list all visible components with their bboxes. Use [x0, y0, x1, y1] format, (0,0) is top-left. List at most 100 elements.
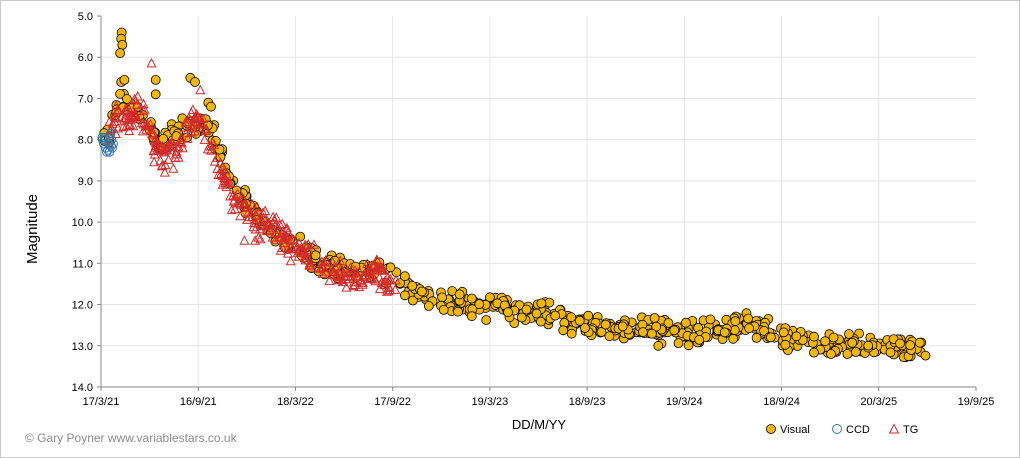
tg-point — [152, 137, 163, 148]
tg-point — [111, 107, 122, 117]
x-tick-label: 18/9/24 — [763, 396, 800, 408]
y-tick-label: 10.0 — [72, 217, 93, 229]
tg-point — [332, 270, 343, 281]
visual-point — [150, 75, 161, 85]
visual-point — [743, 313, 753, 324]
x-axis-title: DD/M/YY — [512, 417, 567, 432]
tg-point — [285, 255, 296, 266]
legend-visual-label: Visual — [780, 424, 810, 436]
y-axis-title: Magnitude — [24, 194, 41, 264]
tg-point — [268, 217, 279, 227]
visual-point — [583, 310, 594, 321]
tg-point — [250, 235, 261, 245]
visual-point — [453, 306, 463, 317]
visual-point — [407, 295, 418, 306]
tg-point — [168, 163, 179, 173]
visual-point — [705, 314, 716, 325]
visual-point — [751, 332, 762, 343]
tg-point — [219, 164, 230, 175]
tg-point — [123, 114, 134, 124]
tg-point — [247, 198, 258, 209]
tg-point — [138, 98, 149, 109]
visual-point — [574, 315, 585, 326]
ccd-point — [108, 139, 118, 149]
tg-point — [278, 234, 289, 244]
tg-point — [383, 285, 394, 296]
tg-point — [295, 243, 306, 253]
tg-point — [256, 215, 268, 225]
x-tick-label: 18/3/22 — [277, 396, 314, 408]
legend-item-ccd: CCD — [832, 424, 870, 436]
tg-point — [182, 116, 193, 126]
tg-point — [267, 232, 278, 242]
visual-point — [681, 317, 691, 328]
visual-point — [550, 310, 561, 321]
visual-point — [544, 297, 555, 308]
tg-point — [163, 154, 174, 164]
tg-point — [376, 264, 388, 274]
tg-point — [226, 204, 237, 215]
visual-point — [566, 328, 577, 339]
tg-point — [209, 156, 220, 166]
tg-point — [113, 105, 124, 115]
x-tick-label: 18/9/23 — [569, 396, 606, 408]
tg-point — [132, 90, 143, 101]
tg-point — [317, 268, 328, 278]
tg-point — [239, 235, 250, 245]
tg-point — [215, 157, 226, 167]
visual-series — [99, 27, 931, 363]
visual-point — [647, 328, 657, 339]
tg-point — [345, 270, 356, 281]
tg-point — [315, 263, 326, 273]
ccd-point — [105, 128, 116, 139]
y-tick-label: 9.0 — [78, 176, 93, 188]
tg-point — [357, 279, 368, 289]
tg-point — [225, 190, 236, 201]
tg-point — [121, 104, 133, 115]
tg-point — [306, 262, 317, 272]
ccd-point — [106, 141, 116, 151]
tg-point — [186, 126, 197, 137]
visual-point — [826, 349, 836, 359]
tg-point — [247, 211, 258, 221]
tg-series — [104, 57, 401, 296]
visual-point — [895, 338, 905, 349]
tg-point — [341, 282, 352, 292]
visual-point — [778, 327, 789, 338]
visual-point — [399, 290, 410, 301]
ccd-series — [97, 128, 118, 157]
tg-point — [248, 217, 260, 228]
tg-point — [205, 145, 217, 155]
visual-point — [694, 334, 705, 345]
visual-point — [516, 312, 527, 323]
tg-point — [282, 242, 294, 253]
visual-point — [663, 318, 674, 328]
tg-point — [235, 210, 246, 221]
tg-point — [308, 239, 320, 249]
tg-point — [133, 105, 144, 116]
visual-point — [673, 338, 684, 349]
tg-point — [238, 198, 249, 209]
tg-point — [229, 203, 240, 214]
visual-point — [847, 337, 858, 348]
tg-point — [196, 118, 207, 129]
tg-point — [254, 223, 265, 234]
tg-point — [374, 272, 385, 282]
visual-point — [580, 323, 590, 333]
visual-point — [536, 298, 547, 309]
tg-point — [179, 121, 190, 132]
tg-point — [232, 188, 243, 198]
visual-point — [728, 333, 739, 344]
tg-point — [300, 254, 311, 265]
visual-point — [596, 327, 607, 337]
visual-point — [438, 304, 449, 315]
tg-point — [374, 283, 385, 294]
tg-point — [335, 255, 346, 266]
tg-point — [243, 207, 254, 217]
visual-point — [521, 304, 532, 315]
tg-point — [136, 117, 147, 127]
visual-point — [842, 349, 853, 359]
tg-point — [385, 273, 396, 284]
